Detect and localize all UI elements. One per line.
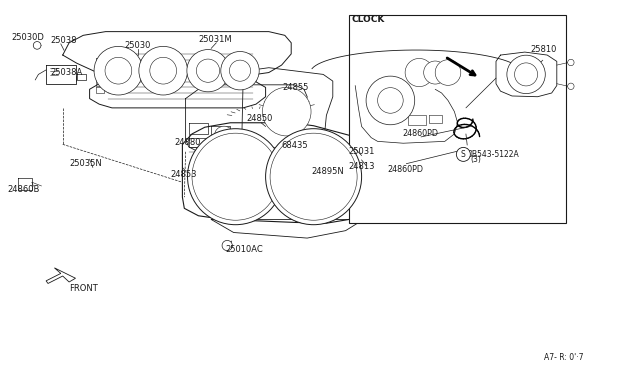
Text: 24853: 24853	[170, 170, 196, 179]
Circle shape	[435, 60, 461, 85]
Text: 25810: 25810	[530, 45, 556, 54]
Text: S: S	[461, 150, 466, 159]
Circle shape	[266, 129, 362, 225]
Circle shape	[405, 58, 433, 87]
Bar	[349, 15, 566, 223]
Text: 24860PD: 24860PD	[387, 165, 423, 174]
Text: 25038A: 25038A	[50, 68, 82, 77]
Circle shape	[150, 57, 177, 84]
Circle shape	[105, 57, 132, 84]
Text: FRONT: FRONT	[69, 284, 98, 293]
Circle shape	[568, 59, 574, 66]
Text: 25031: 25031	[349, 147, 375, 156]
Text: (3): (3)	[470, 155, 481, 164]
Circle shape	[222, 240, 232, 251]
Text: 25030D: 25030D	[12, 33, 44, 42]
Circle shape	[515, 63, 538, 86]
Circle shape	[33, 42, 41, 49]
Circle shape	[221, 51, 259, 90]
Circle shape	[366, 76, 415, 125]
Circle shape	[270, 133, 357, 220]
Text: 24895N: 24895N	[312, 167, 344, 176]
Text: 68435: 68435	[282, 141, 308, 150]
Circle shape	[187, 49, 229, 92]
Text: A7- R: 0'·7: A7- R: 0'·7	[544, 353, 584, 362]
Circle shape	[230, 60, 251, 81]
Circle shape	[214, 126, 234, 145]
Circle shape	[192, 133, 279, 220]
Text: CLOCK: CLOCK	[352, 15, 385, 24]
Text: 24850: 24850	[246, 114, 273, 123]
Text: 24880: 24880	[174, 138, 200, 147]
Circle shape	[507, 55, 545, 94]
Text: 25035N: 25035N	[69, 159, 102, 168]
Circle shape	[568, 83, 574, 90]
Circle shape	[262, 87, 311, 136]
Circle shape	[139, 46, 188, 95]
Text: 25031M: 25031M	[198, 35, 232, 44]
Circle shape	[196, 59, 220, 82]
Text: 25010AC: 25010AC	[225, 246, 263, 254]
Text: 24860B: 24860B	[8, 185, 40, 194]
Circle shape	[188, 129, 284, 225]
Circle shape	[94, 46, 143, 95]
Text: 24855: 24855	[283, 83, 309, 92]
Text: 25038: 25038	[50, 36, 76, 45]
Text: 24813: 24813	[349, 162, 375, 171]
Circle shape	[456, 147, 470, 161]
Circle shape	[378, 88, 403, 113]
Circle shape	[424, 61, 447, 84]
Text: 24860PD: 24860PD	[402, 129, 438, 138]
Text: 0B543-5122A: 0B543-5122A	[467, 150, 519, 159]
Polygon shape	[46, 268, 76, 283]
Text: 25030: 25030	[125, 41, 151, 50]
